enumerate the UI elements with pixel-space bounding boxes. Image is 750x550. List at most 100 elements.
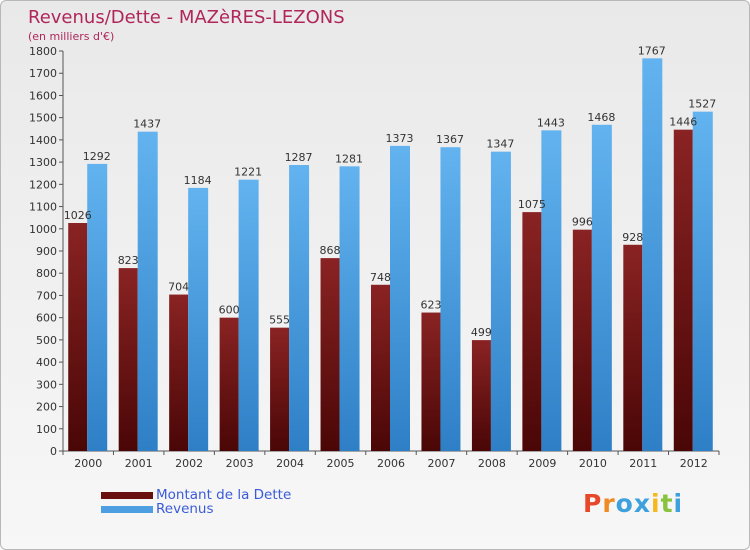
- bar-dette: [572, 229, 592, 451]
- bar-dette: [471, 340, 491, 451]
- x-tick-label: 2010: [579, 457, 607, 470]
- bar-revenus: [440, 147, 461, 451]
- x-tick-label: 2008: [478, 457, 506, 470]
- y-tick-label: 300: [36, 378, 57, 391]
- data-label-dette: 1075: [518, 198, 546, 211]
- x-tick-label: 2007: [427, 457, 455, 470]
- proxiti-logo: Proxiti: [583, 489, 683, 518]
- data-label-dette: 704: [168, 281, 189, 294]
- data-label-dette: 996: [572, 216, 593, 229]
- x-tick-label: 2001: [125, 457, 153, 470]
- data-label-revenus: 1184: [184, 174, 212, 187]
- y-tick-label: 600: [36, 312, 57, 325]
- data-label-revenus: 1443: [537, 116, 565, 129]
- logo-letter: i: [651, 489, 661, 518]
- data-label-revenus: 1767: [638, 44, 666, 57]
- bar-revenus: [339, 166, 360, 452]
- data-label-dette: 868: [320, 244, 341, 257]
- bar-revenus: [541, 130, 562, 452]
- legend-swatch-dette: [101, 492, 153, 499]
- x-tick-label: 2005: [327, 457, 355, 470]
- bar-dette: [68, 223, 88, 451]
- chart-subtitle: (en milliers d'€): [28, 30, 115, 43]
- data-label-dette: 1026: [64, 209, 92, 222]
- bar-revenus: [490, 151, 511, 451]
- bar-dette: [673, 129, 693, 451]
- data-label-revenus: 1468: [587, 111, 615, 124]
- x-tick-label: 2006: [377, 457, 405, 470]
- bar-revenus: [692, 111, 713, 452]
- logo-letter: x: [633, 489, 651, 518]
- bar-revenus: [289, 165, 310, 451]
- logo-letter: o: [615, 489, 634, 518]
- bar-dette: [421, 312, 441, 451]
- x-tick-label: 2011: [629, 457, 657, 470]
- x-tick-label: 2002: [175, 457, 203, 470]
- y-tick-label: 1100: [29, 201, 57, 214]
- data-label-dette: 928: [622, 231, 643, 244]
- data-label-dette: 600: [219, 304, 240, 317]
- y-tick-label: 1400: [29, 134, 57, 147]
- y-tick-label: 700: [36, 289, 57, 302]
- x-tick-label: 2009: [528, 457, 556, 470]
- data-label-revenus: 1437: [133, 118, 161, 131]
- bar-dette: [118, 268, 138, 451]
- bar-revenus: [137, 131, 158, 451]
- y-tick-label: 1200: [29, 178, 57, 191]
- data-label-dette: 1446: [669, 116, 697, 129]
- bar-dette: [169, 294, 189, 451]
- y-tick-label: 1000: [29, 223, 57, 236]
- logo-letter: P: [583, 489, 603, 518]
- data-label-revenus: 1373: [386, 132, 414, 145]
- data-label-revenus: 1527: [688, 98, 716, 111]
- legend-label-dette: Montant de la Dette: [156, 487, 292, 503]
- y-tick-label: 100: [36, 423, 57, 436]
- data-label-dette: 623: [420, 299, 441, 312]
- y-tick-label: 200: [36, 401, 57, 414]
- x-tick-label: 2003: [226, 457, 254, 470]
- x-tick-label: 2004: [276, 457, 304, 470]
- y-tick-label: 1800: [29, 45, 57, 58]
- bar-dette: [371, 284, 390, 451]
- logo-letter: r: [602, 489, 616, 518]
- data-label-revenus: 1287: [285, 151, 313, 164]
- data-label-dette: 823: [118, 254, 139, 267]
- bar-revenus: [87, 163, 108, 451]
- bar-revenus: [591, 124, 612, 452]
- y-tick-label: 1700: [29, 67, 57, 80]
- bar-dette: [522, 212, 542, 451]
- legend-label-revenus: Revenus: [156, 501, 214, 517]
- data-label-revenus: 1347: [486, 138, 514, 151]
- y-tick-label: 500: [36, 334, 57, 347]
- y-tick-label: 900: [36, 245, 57, 258]
- bar-dette: [623, 244, 643, 451]
- bar-dette: [219, 317, 239, 451]
- data-label-dette: 499: [471, 326, 492, 339]
- x-tick-label: 2012: [680, 457, 708, 470]
- data-label-dette: 555: [269, 314, 290, 327]
- logo-letter: t: [660, 489, 674, 518]
- data-label-dette: 748: [370, 271, 391, 284]
- y-tick-label: 1600: [29, 89, 57, 102]
- x-tick-label: 2000: [74, 457, 102, 470]
- y-tick-label: 0: [50, 445, 57, 458]
- bar-dette: [320, 258, 340, 451]
- chart-title: Revenus/Dette - MAZèRES-LEZONS: [28, 7, 345, 28]
- data-label-revenus: 1367: [436, 133, 464, 146]
- bar-revenus: [238, 179, 259, 451]
- data-label-revenus: 1221: [234, 166, 262, 179]
- data-label-revenus: 1292: [83, 150, 111, 163]
- bar-revenus: [390, 145, 410, 451]
- bar-revenus: [642, 58, 663, 451]
- data-label-revenus: 1281: [335, 152, 363, 165]
- legend-swatch-revenus: [101, 506, 153, 513]
- y-tick-label: 1500: [29, 112, 57, 125]
- logo-letter: i: [673, 489, 684, 518]
- y-tick-label: 1300: [29, 156, 57, 169]
- bar-revenus: [188, 187, 209, 451]
- y-tick-label: 800: [36, 267, 57, 280]
- y-tick-label: 400: [36, 356, 57, 369]
- bar-dette: [270, 327, 290, 451]
